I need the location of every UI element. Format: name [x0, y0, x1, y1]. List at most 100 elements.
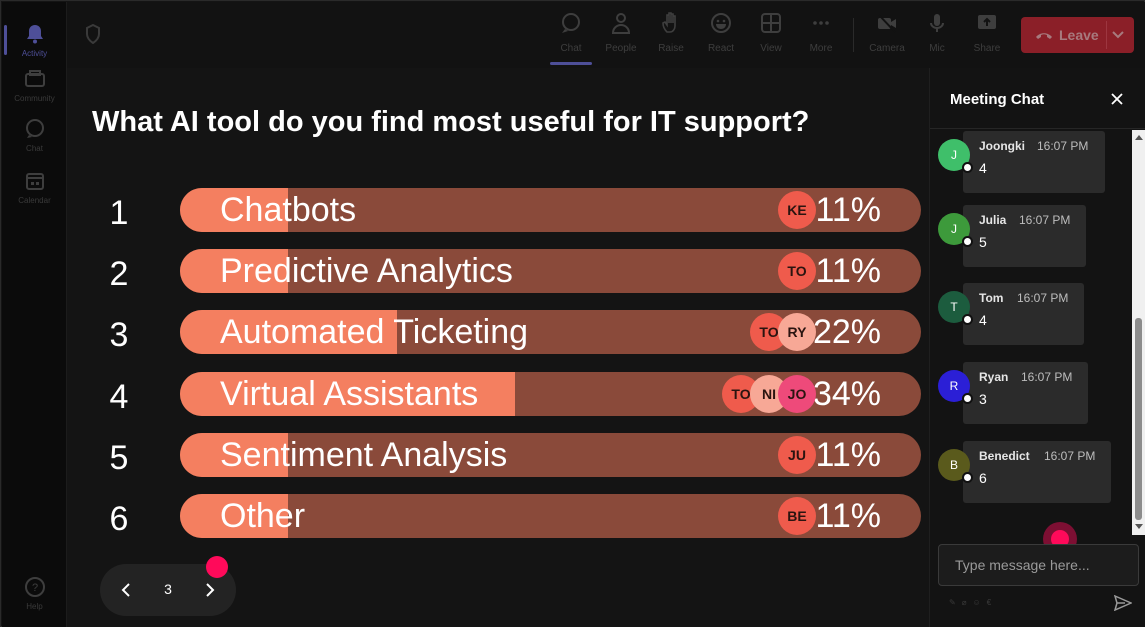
toolbar-label: Mic: [929, 43, 945, 54]
chat-message: Joongki 16:07 PM 4 J: [938, 131, 1105, 193]
toolbar-view-button[interactable]: View: [748, 12, 794, 60]
rail-item-label: Help: [26, 601, 43, 611]
toolbar-mic-button[interactable]: Mic: [914, 12, 960, 60]
toolbar-share-button[interactable]: Share: [964, 12, 1010, 60]
poll-option-row: 3 Automated Ticketing TO RY 22%: [67, 310, 929, 356]
scroll-down-arrow[interactable]: [1135, 524, 1143, 529]
rail-item-help[interactable]: ? Help: [2, 568, 67, 618]
help-icon: ?: [24, 576, 46, 598]
chevron-left-icon: [121, 583, 130, 597]
result-bar-fill: [180, 372, 515, 416]
chat-message: Ryan 16:07 PM 3 R: [938, 362, 1088, 424]
result-bar: Predictive Analytics TO 11%: [180, 249, 921, 293]
meeting-toolbar: Chat People Raise React View More Camera: [67, 2, 1145, 68]
format-icon[interactable]: ✎: [949, 598, 956, 607]
share-icon: [976, 12, 998, 39]
community-icon: [24, 68, 46, 90]
message-time: 16:07 PM: [1019, 213, 1071, 227]
message-time: 16:07 PM: [1021, 370, 1073, 384]
option-label: Other: [220, 497, 306, 535]
voter-avatar: TO: [778, 252, 816, 290]
message-bubble: Benedict 16:07 PM 6: [963, 441, 1111, 503]
calendar-icon: [24, 170, 46, 192]
leave-button[interactable]: Leave: [1021, 17, 1134, 53]
toolbar-people-button[interactable]: People: [598, 12, 644, 60]
format-toolbar: ✎ ⌀ ☺ €: [949, 598, 991, 607]
rail-item-label: Activity: [21, 48, 48, 58]
voter-avatars: KE: [778, 191, 816, 229]
toolbar-chat-button[interactable]: Chat: [548, 12, 594, 65]
rail-item-activity[interactable]: Activity: [2, 15, 67, 65]
chat-scrollbar[interactable]: [1132, 130, 1145, 535]
chevron-right-icon: [206, 583, 215, 597]
option-number: 6: [109, 500, 129, 538]
rail-item-calendar[interactable]: Calendar: [2, 162, 67, 212]
send-button[interactable]: [1113, 594, 1133, 612]
sender-name: Tom: [979, 291, 1004, 305]
toolbar-label: Share: [973, 43, 1001, 54]
chat-message-input[interactable]: [938, 544, 1139, 586]
toolbar-label: Raise: [658, 43, 684, 54]
option-number: 4: [109, 378, 129, 416]
chat-message: Julia 16:07 PM 5 J: [938, 205, 1086, 267]
message-text: 4: [979, 312, 987, 328]
voter-avatar: JO: [778, 375, 816, 413]
attach-icon[interactable]: ⌀: [961, 598, 967, 607]
chevron-down-icon[interactable]: [1106, 21, 1128, 49]
message-text: 5: [979, 234, 987, 250]
previous-page-button[interactable]: [114, 578, 138, 602]
option-number: 1: [109, 194, 129, 232]
toolbar-camera-button[interactable]: Camera: [864, 12, 910, 60]
rail-item-chat[interactable]: Chat: [2, 110, 67, 160]
next-page-button[interactable]: [198, 578, 222, 602]
message-text: 6: [979, 470, 987, 486]
result-bar: Automated Ticketing TO RY 22%: [180, 310, 921, 354]
poll-option-row: 1 Chatbots KE 11%: [67, 188, 929, 234]
avatar: B: [938, 449, 970, 481]
option-label: Chatbots: [220, 191, 357, 229]
toolbar-raise-button[interactable]: Raise: [648, 12, 694, 60]
option-label: Virtual Assistants: [220, 375, 479, 413]
toolbar-label: React: [707, 43, 735, 54]
toolbar-divider: [853, 18, 854, 52]
message-bubble: Ryan 16:07 PM 3: [963, 362, 1088, 424]
result-bar-fill: [180, 433, 288, 477]
gif-icon[interactable]: €: [986, 598, 992, 607]
presence-status-icon: [962, 236, 973, 247]
voter-avatar: BE: [778, 497, 816, 535]
toolbar-label: Chat: [560, 43, 582, 54]
emoji-icon[interactable]: ☺: [972, 598, 981, 607]
rail-item-community[interactable]: Community: [2, 60, 67, 110]
poll-option-row: 5 Sentiment Analysis JU 11%: [67, 433, 929, 479]
close-chat-button[interactable]: [1108, 90, 1126, 108]
result-bar: Chatbots KE 11%: [180, 188, 921, 232]
option-label: Predictive Analytics: [220, 252, 513, 290]
voter-avatars: TO: [778, 252, 816, 290]
mic-icon: [926, 12, 948, 39]
voter-avatar: KE: [778, 191, 816, 229]
chat-title: Meeting Chat: [950, 91, 1045, 108]
rail-item-label: Calendar: [18, 195, 51, 205]
voter-avatars: TO RY: [750, 313, 816, 351]
voter-avatars: JU: [778, 436, 816, 474]
sender-name: Benedict: [979, 449, 1030, 463]
voter-avatars: BE: [778, 497, 816, 535]
option-label: Automated Ticketing: [220, 313, 529, 351]
rail-item-label: Chat: [26, 143, 43, 153]
toolbar-label: More: [809, 43, 833, 54]
option-percent: 11%: [815, 497, 881, 535]
scroll-up-arrow[interactable]: [1135, 135, 1143, 140]
option-percent: 34%: [812, 375, 881, 413]
chat-icon: [24, 118, 46, 140]
poll-option-row: 4 Virtual Assistants TO NI JO 34%: [67, 372, 929, 418]
left-rail: Activity Community Chat Calendar ? Help: [2, 2, 67, 627]
grid-icon: [760, 12, 782, 39]
voter-avatar: RY: [778, 313, 816, 351]
bell-icon: [24, 23, 46, 45]
scroll-thumb[interactable]: [1135, 318, 1142, 520]
toolbar-react-button[interactable]: React: [698, 12, 744, 60]
toolbar-more-button[interactable]: More: [798, 12, 844, 60]
sender-name: Julia: [979, 213, 1007, 227]
sender-name: Joongki: [979, 139, 1026, 153]
chat-message: Tom 16:07 PM 4 T: [938, 283, 1084, 345]
